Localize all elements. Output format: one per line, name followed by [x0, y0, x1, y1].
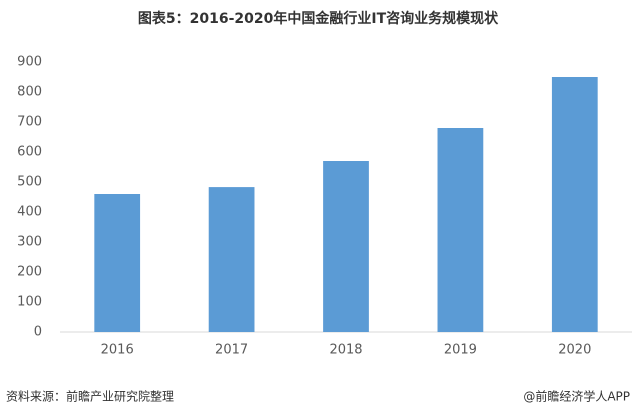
y-tick-label: 900: [17, 55, 42, 70]
chart-title: 图表5：2016-2020年中国金融行业IT咨询业务规模现状: [138, 10, 499, 27]
y-tick-label: 300: [17, 235, 42, 250]
bar: [323, 161, 369, 332]
y-tick-label: 600: [17, 145, 42, 160]
y-tick-label: 400: [17, 205, 42, 220]
x-tick-label: 2020: [558, 343, 591, 358]
bar: [437, 128, 484, 332]
bar: [208, 187, 255, 332]
y-tick-label: 800: [17, 85, 42, 100]
y-tick-label: 100: [17, 295, 42, 310]
x-tick-label: 2018: [329, 343, 362, 358]
bar: [551, 77, 598, 332]
x-tick-label: 2019: [444, 343, 477, 358]
bar: [94, 194, 141, 332]
source-note: 资料来源：前瞻产业研究院整理: [6, 389, 174, 404]
x-tick-label: 2016: [101, 343, 134, 358]
y-tick-label: 0: [34, 325, 42, 340]
y-tick-label: 700: [17, 115, 42, 130]
x-tick-label: 2017: [215, 343, 248, 358]
y-tick-label: 500: [17, 175, 42, 190]
credit: @前瞻经济学人APP: [523, 389, 630, 404]
y-tick-label: 200: [17, 265, 42, 280]
